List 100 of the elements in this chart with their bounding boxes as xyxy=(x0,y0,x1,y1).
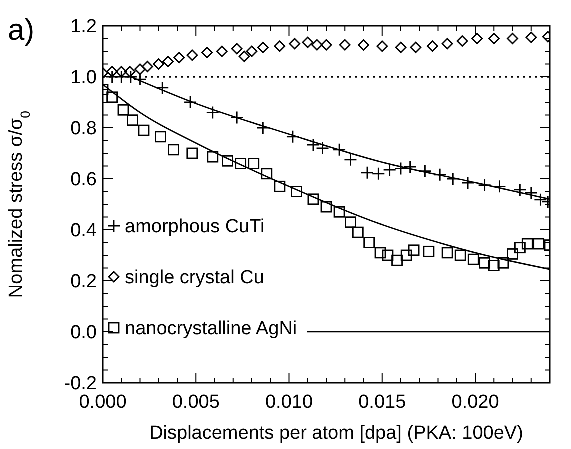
point xyxy=(230,111,244,124)
point xyxy=(202,47,213,58)
point xyxy=(394,162,408,176)
point xyxy=(286,130,300,144)
point xyxy=(134,72,147,86)
point xyxy=(334,206,346,218)
y-tick-label: 0.2 xyxy=(70,272,97,293)
point xyxy=(186,50,198,62)
point xyxy=(376,40,388,52)
x-tick-label: 0.000 xyxy=(79,392,127,413)
point xyxy=(308,194,320,206)
point xyxy=(246,46,258,58)
point xyxy=(423,246,435,258)
point xyxy=(274,40,286,52)
point xyxy=(216,46,228,58)
point xyxy=(352,226,364,238)
point xyxy=(257,42,269,54)
point xyxy=(418,164,432,178)
point xyxy=(142,61,154,72)
point xyxy=(127,114,138,126)
point xyxy=(392,254,403,266)
y-tick-label: 1.2 xyxy=(70,16,97,38)
point xyxy=(339,39,351,51)
point xyxy=(514,183,527,197)
point xyxy=(289,38,301,50)
point xyxy=(488,260,500,272)
point xyxy=(456,36,468,47)
point xyxy=(206,106,220,120)
point xyxy=(493,180,506,194)
point xyxy=(138,124,150,136)
point xyxy=(106,92,118,104)
point xyxy=(408,244,420,256)
point xyxy=(442,247,454,259)
point xyxy=(256,121,270,135)
point xyxy=(522,238,534,250)
point xyxy=(524,186,538,200)
point xyxy=(533,238,545,250)
point xyxy=(383,163,397,177)
point xyxy=(261,168,273,180)
point xyxy=(534,193,548,207)
point xyxy=(134,64,146,76)
chart-title: a) xyxy=(8,14,35,47)
legend-label: single crystal Cu xyxy=(125,268,264,289)
x-tick-label: 0.015 xyxy=(358,392,406,413)
y-tick-label: 0.8 xyxy=(70,118,97,140)
x-tick-label: 0.010 xyxy=(265,392,314,413)
point xyxy=(231,43,243,55)
point xyxy=(472,33,484,44)
point xyxy=(374,247,386,259)
point xyxy=(116,66,128,78)
point xyxy=(360,166,374,180)
point xyxy=(162,56,174,68)
point xyxy=(454,250,466,262)
point xyxy=(306,138,320,152)
point xyxy=(153,58,165,70)
point xyxy=(433,168,447,182)
point xyxy=(344,153,358,167)
legend-label: amorphous CuTi xyxy=(125,216,265,238)
y-tick-label: 0.0 xyxy=(70,322,97,344)
point xyxy=(235,158,247,170)
x-tick-label: 0.020 xyxy=(452,392,500,413)
point xyxy=(479,257,491,269)
point xyxy=(404,160,418,174)
point xyxy=(320,201,332,213)
legend-label: nanocrystalline AgNi xyxy=(125,318,298,340)
point xyxy=(461,176,475,190)
point xyxy=(207,151,219,163)
point xyxy=(364,237,376,248)
y-tick-label: -0.2 xyxy=(64,374,97,395)
point xyxy=(382,250,394,262)
point xyxy=(498,257,510,269)
point xyxy=(488,33,500,44)
point xyxy=(507,33,518,44)
point xyxy=(372,167,386,181)
point xyxy=(514,242,526,254)
point xyxy=(442,38,454,50)
point xyxy=(302,36,314,48)
point xyxy=(526,32,538,44)
point xyxy=(184,96,198,110)
y-tick-label: 0.4 xyxy=(70,220,98,242)
point xyxy=(174,52,186,64)
point xyxy=(426,40,438,52)
point xyxy=(238,50,250,62)
point xyxy=(395,42,407,54)
point xyxy=(248,158,260,170)
point xyxy=(400,250,412,262)
y-tick-label: 0.6 xyxy=(70,170,97,191)
point xyxy=(507,248,518,260)
point xyxy=(222,155,234,167)
point xyxy=(358,39,370,51)
point xyxy=(291,186,302,198)
point xyxy=(320,39,332,51)
point xyxy=(478,178,492,192)
y-tick-label: 1.0 xyxy=(70,68,97,89)
point xyxy=(118,104,130,116)
point xyxy=(155,131,166,143)
point xyxy=(124,70,138,84)
point xyxy=(274,180,286,192)
x-axis-title: Displacements per atom [dpa] (PKA: 100eV) xyxy=(150,423,524,444)
point xyxy=(106,66,118,78)
